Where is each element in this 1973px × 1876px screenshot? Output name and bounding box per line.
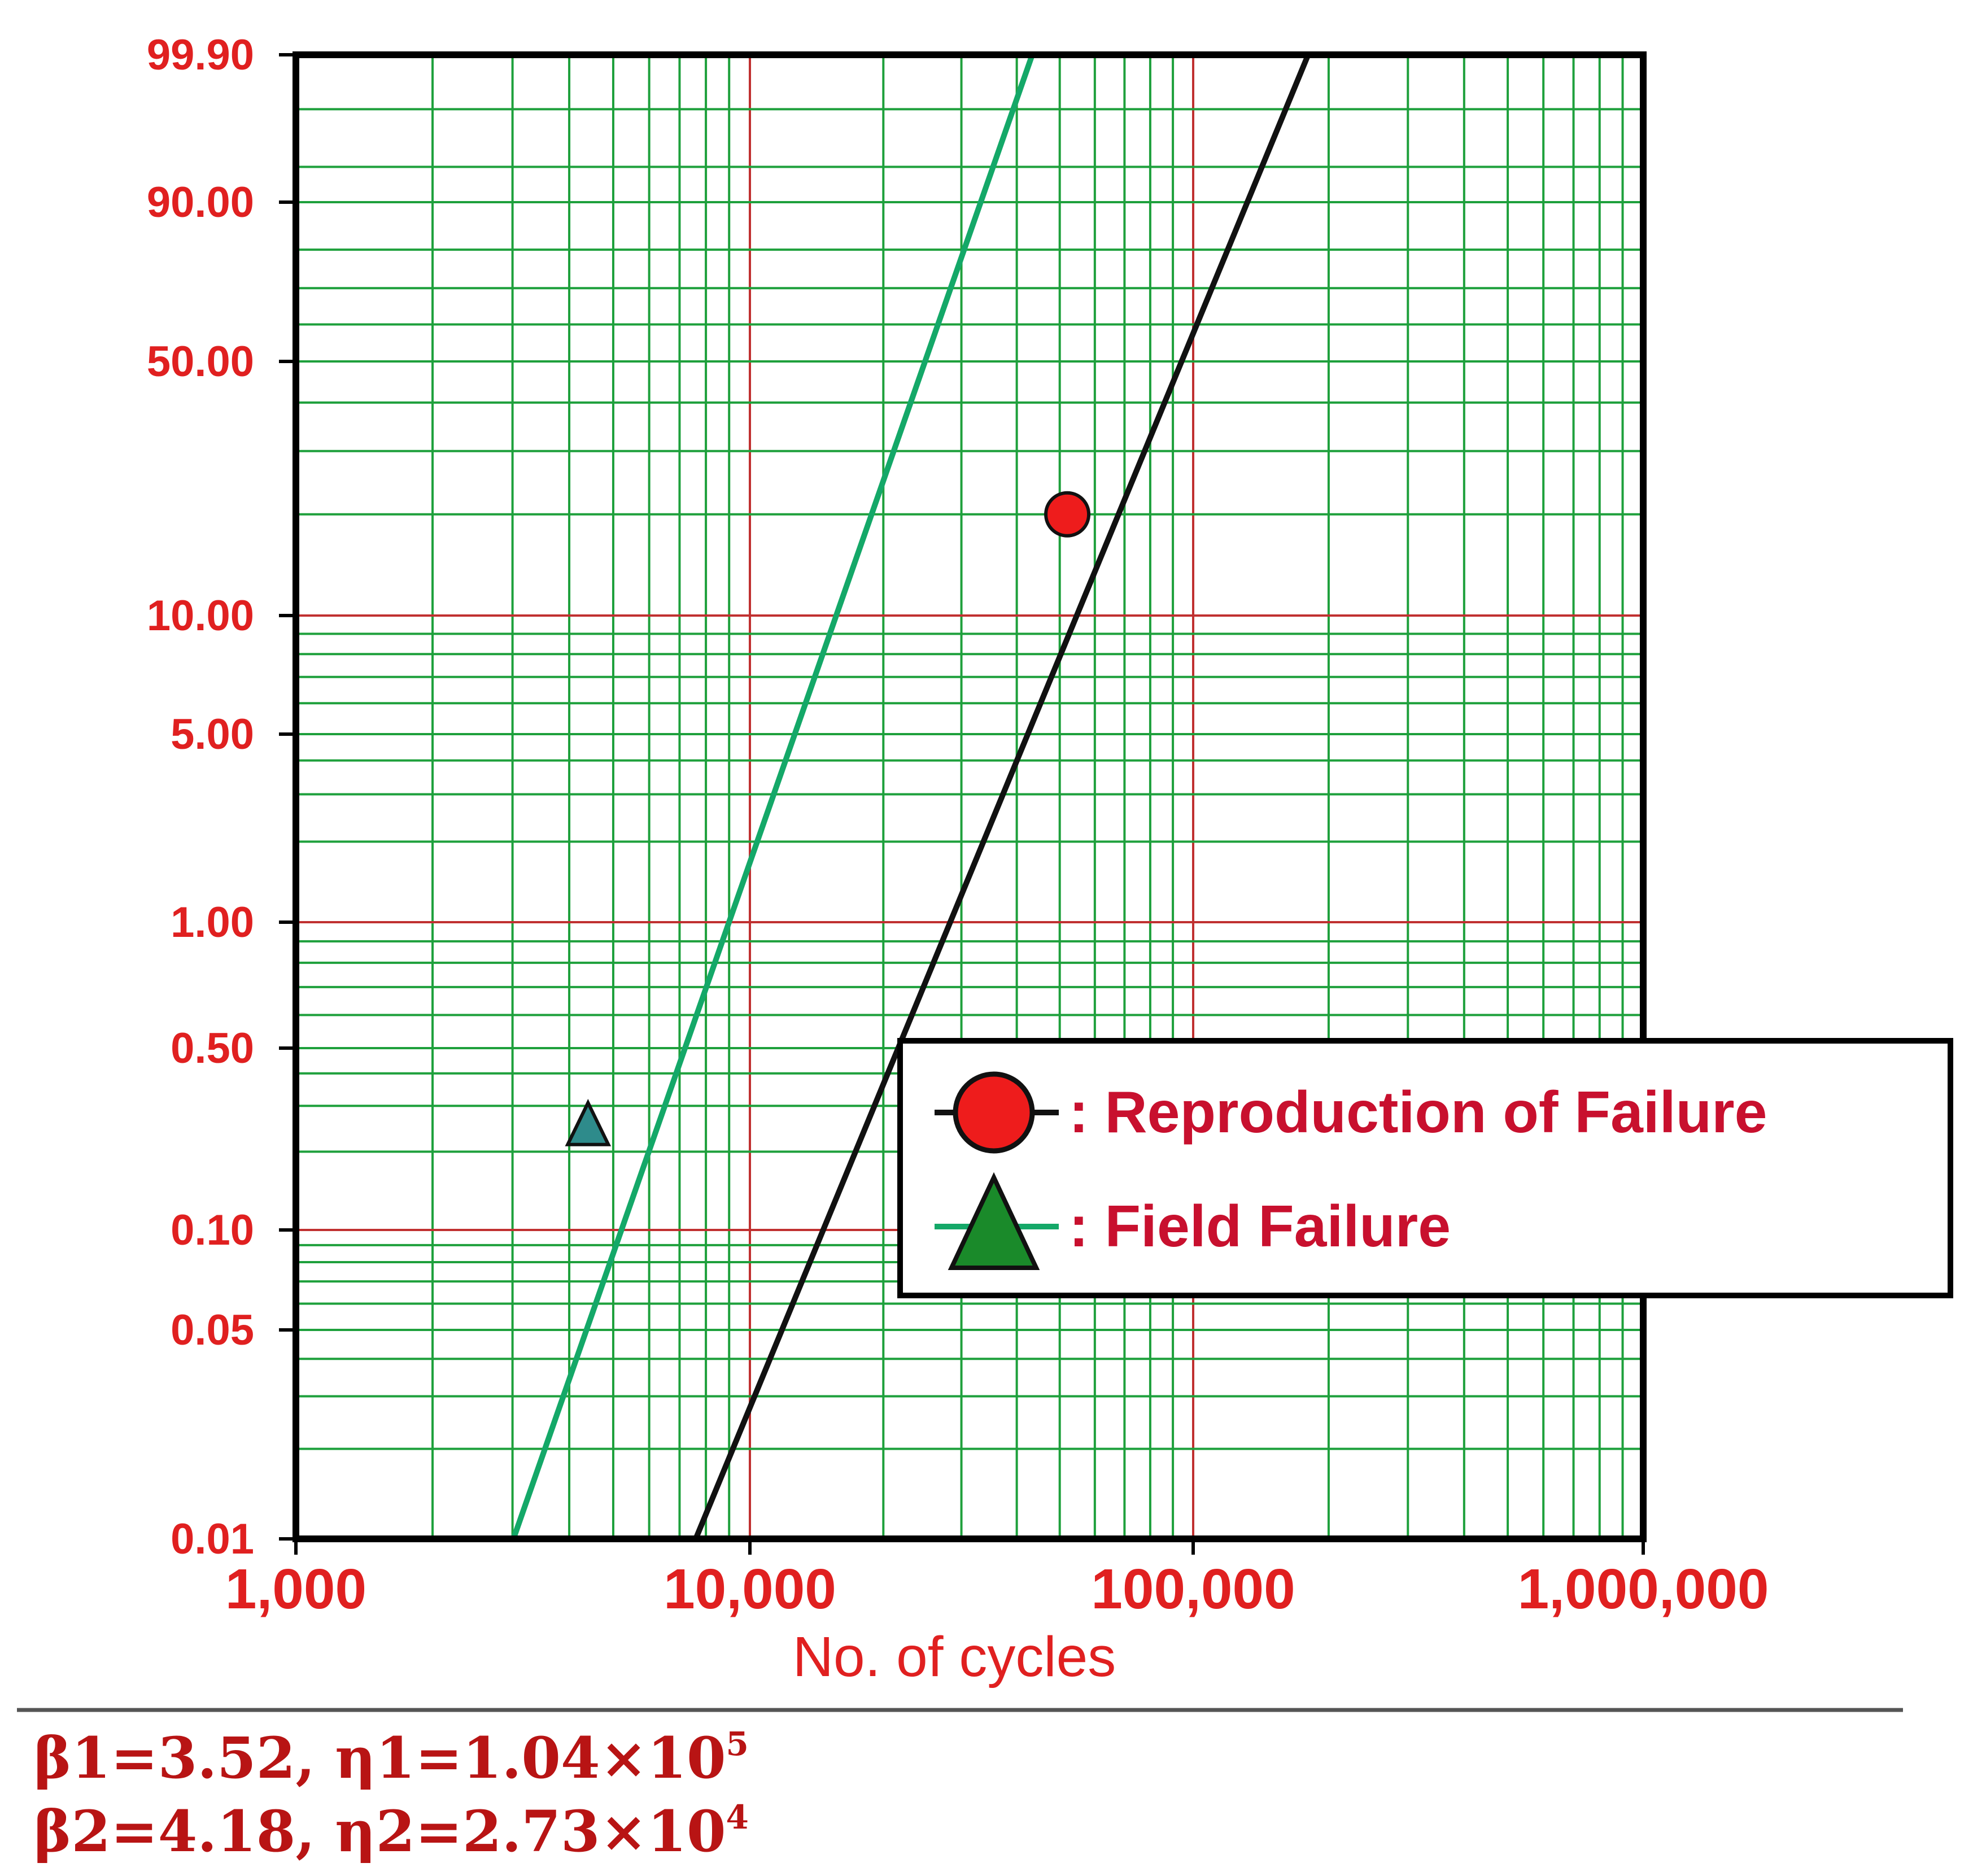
legend-item-field: : Field Failure — [935, 1172, 1451, 1270]
legend-label-reproduction: : Reproduction of Failure — [1069, 1080, 1767, 1145]
x-tick-label: 100,000 — [1091, 1557, 1295, 1621]
y-tick-label: 90.00 — [147, 178, 254, 226]
y-tick-label: 0.01 — [171, 1515, 254, 1563]
grid-lines — [296, 55, 1643, 1539]
y-tick-label: 1.00 — [171, 898, 254, 946]
legend-box — [897, 1038, 1953, 1298]
y-tick-label: 0.05 — [171, 1306, 254, 1354]
y-tick-label: 0.10 — [171, 1206, 254, 1254]
legend-circle-marker — [953, 1071, 1035, 1154]
x-tick-label: 1,000 — [225, 1557, 366, 1621]
y-tick-labels: 0.01 0.05 0.10 0.50 1.00 5.00 10.00 50.00 90.00 9… — [147, 31, 296, 1563]
data-points — [565, 491, 1091, 1146]
data-point-triangle — [565, 1098, 612, 1146]
legend: : Reproduction of Failure : Field Failur… — [897, 1038, 1953, 1298]
fit-lines — [510, 54, 1311, 1540]
param-line-1: β1=3.52, η1=1.04×105 — [34, 1725, 749, 1791]
y-tick-label: 5.00 — [171, 710, 254, 758]
fit-line-reproduction — [693, 54, 1311, 1540]
y-tick-label: 99.90 — [147, 31, 254, 79]
x-tick-label: 10,000 — [664, 1557, 836, 1621]
x-tick-labels: 1,000 10,000 100,000 1,000,000 — [225, 1539, 1769, 1621]
x-axis-label: No. of cycles — [793, 1625, 1116, 1689]
y-tick-label: 0.50 — [171, 1024, 254, 1072]
legend-label-field: : Field Failure — [1069, 1194, 1451, 1259]
param-line-2: β2=4.18, η2=2.73×104 — [34, 1798, 749, 1865]
legend-item-reproduction: : Reproduction of Failure — [935, 1071, 1767, 1154]
legend-triangle-marker — [948, 1172, 1040, 1270]
data-point-circle — [1044, 491, 1091, 538]
y-tick-label: 10.00 — [147, 592, 254, 640]
plot-frame — [293, 51, 1647, 1542]
y-tick-label: 50.00 — [147, 338, 254, 386]
x-tick-label: 1,000,000 — [1518, 1557, 1769, 1621]
fit-line-field — [510, 54, 1035, 1540]
